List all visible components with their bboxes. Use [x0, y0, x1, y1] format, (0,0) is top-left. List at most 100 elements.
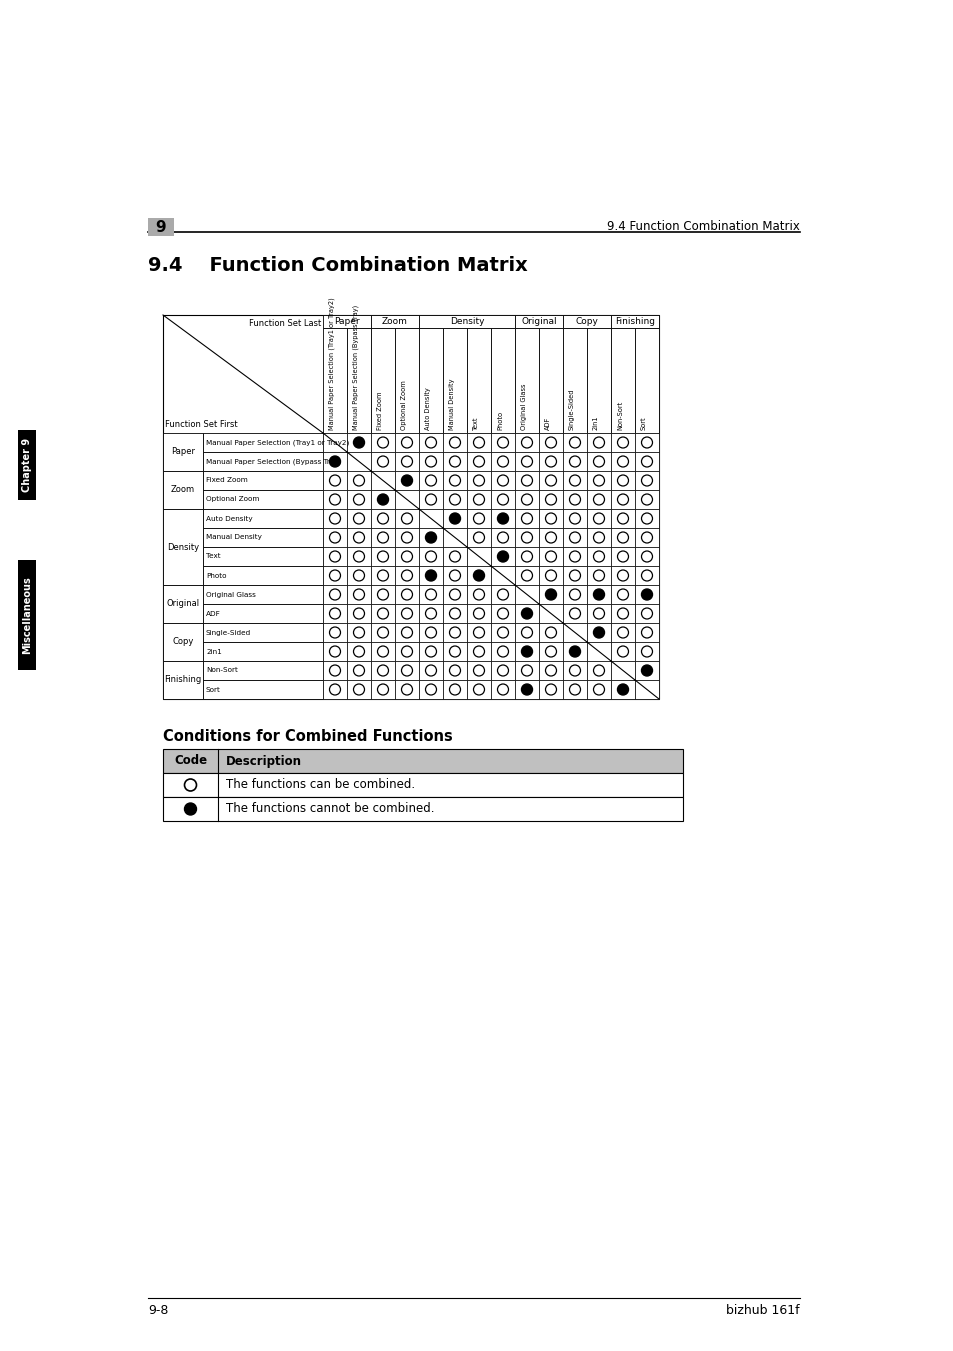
- Text: Manual Paper Selection (Tray1 or Tray2): Manual Paper Selection (Tray1 or Tray2): [328, 297, 335, 430]
- Circle shape: [640, 589, 652, 600]
- Bar: [635, 453, 659, 471]
- Bar: [163, 661, 203, 698]
- Bar: [347, 547, 371, 566]
- Bar: [395, 604, 418, 623]
- Circle shape: [617, 684, 628, 694]
- Bar: [203, 566, 323, 585]
- Bar: [371, 680, 395, 698]
- Circle shape: [497, 513, 508, 524]
- Bar: [562, 471, 586, 490]
- Bar: [538, 528, 562, 547]
- Bar: [515, 315, 562, 328]
- Bar: [203, 547, 323, 566]
- Bar: [163, 315, 659, 698]
- Bar: [395, 642, 418, 661]
- Bar: [467, 661, 491, 680]
- Circle shape: [377, 494, 388, 505]
- Circle shape: [593, 589, 604, 600]
- Bar: [610, 453, 635, 471]
- Bar: [323, 661, 347, 680]
- Bar: [163, 773, 682, 797]
- Text: Manual Density: Manual Density: [206, 535, 262, 540]
- Bar: [395, 566, 418, 585]
- Bar: [418, 661, 442, 680]
- Bar: [538, 328, 562, 434]
- Bar: [323, 623, 347, 642]
- Bar: [586, 509, 610, 528]
- Bar: [442, 490, 467, 509]
- Bar: [562, 680, 586, 698]
- Bar: [418, 434, 442, 453]
- Bar: [203, 623, 323, 642]
- Bar: [371, 661, 395, 680]
- Bar: [635, 509, 659, 528]
- Text: Density: Density: [167, 543, 199, 551]
- Circle shape: [425, 532, 436, 543]
- Bar: [347, 661, 371, 680]
- Bar: [203, 642, 323, 661]
- Circle shape: [640, 665, 652, 676]
- Bar: [586, 604, 610, 623]
- Bar: [586, 661, 610, 680]
- Circle shape: [521, 684, 532, 694]
- Bar: [610, 471, 635, 490]
- Text: Manual Paper Selection (Bypass Tray): Manual Paper Selection (Bypass Tray): [206, 458, 341, 465]
- Bar: [203, 661, 323, 680]
- Bar: [347, 642, 371, 661]
- Text: Sort: Sort: [640, 416, 646, 430]
- Bar: [442, 509, 467, 528]
- Bar: [395, 471, 418, 490]
- Bar: [467, 566, 491, 585]
- Bar: [163, 585, 203, 623]
- Bar: [635, 566, 659, 585]
- Bar: [203, 528, 323, 547]
- Bar: [586, 490, 610, 509]
- Text: Fixed Zoom: Fixed Zoom: [376, 392, 382, 430]
- Bar: [418, 680, 442, 698]
- Bar: [491, 509, 515, 528]
- Bar: [347, 604, 371, 623]
- Bar: [610, 528, 635, 547]
- Bar: [323, 453, 347, 471]
- Bar: [323, 566, 347, 585]
- Text: Copy: Copy: [575, 317, 598, 326]
- Text: Non-Sort: Non-Sort: [617, 401, 622, 430]
- Text: Copy: Copy: [172, 638, 193, 647]
- Bar: [442, 661, 467, 680]
- Bar: [538, 490, 562, 509]
- Text: 9.4 Function Combination Matrix: 9.4 Function Combination Matrix: [606, 220, 800, 234]
- Bar: [467, 453, 491, 471]
- Bar: [467, 642, 491, 661]
- Bar: [610, 623, 635, 642]
- Bar: [418, 547, 442, 566]
- Bar: [347, 585, 371, 604]
- Bar: [635, 528, 659, 547]
- Text: Zoom: Zoom: [381, 317, 408, 326]
- Text: Density: Density: [449, 317, 484, 326]
- Text: Optional Zoom: Optional Zoom: [400, 380, 407, 430]
- Text: Function Set First: Function Set First: [165, 420, 237, 430]
- Bar: [491, 328, 515, 434]
- Bar: [418, 453, 442, 471]
- Circle shape: [473, 570, 484, 581]
- Text: Finishing: Finishing: [164, 676, 201, 685]
- Circle shape: [545, 589, 556, 600]
- Text: Original: Original: [520, 317, 557, 326]
- Bar: [586, 642, 610, 661]
- Bar: [586, 680, 610, 698]
- Bar: [610, 680, 635, 698]
- Bar: [610, 490, 635, 509]
- Bar: [203, 509, 323, 528]
- Bar: [538, 509, 562, 528]
- Bar: [323, 434, 347, 453]
- Bar: [323, 604, 347, 623]
- Bar: [515, 453, 538, 471]
- Bar: [163, 471, 203, 509]
- Bar: [163, 748, 682, 773]
- Text: 9.4    Function Combination Matrix: 9.4 Function Combination Matrix: [148, 255, 527, 276]
- Bar: [203, 604, 323, 623]
- Bar: [467, 471, 491, 490]
- Text: Finishing: Finishing: [615, 317, 655, 326]
- Bar: [442, 604, 467, 623]
- Circle shape: [569, 646, 579, 657]
